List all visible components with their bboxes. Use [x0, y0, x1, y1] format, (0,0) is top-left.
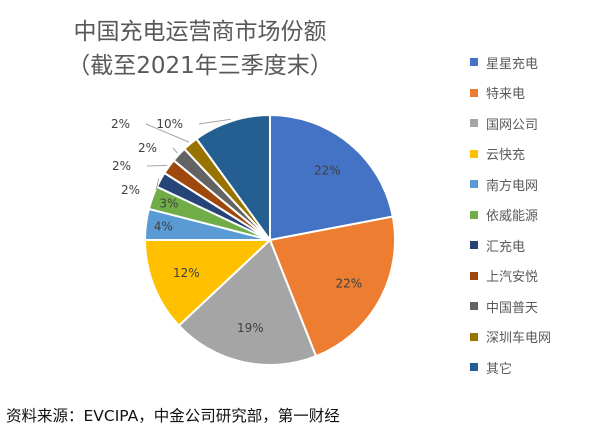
legend-swatch: [470, 363, 478, 371]
legend-label: 汇充电: [486, 239, 526, 255]
legend-item-9: 中国普天: [470, 296, 538, 316]
legend-label: 南方电网: [486, 178, 539, 194]
legend-item-5: 南方电网: [470, 174, 538, 194]
data-label-3: 19%: [237, 321, 264, 335]
legend-swatch: [470, 332, 478, 341]
pie-slice-3: [177, 238, 318, 366]
data-label-7: 2%: [121, 183, 140, 197]
data-label-8: 2%: [112, 159, 131, 173]
legend-label: 其它: [486, 361, 513, 377]
leader-line-10: [145, 123, 190, 143]
legend-item-11: 其它: [470, 357, 512, 377]
legend-label: 依威能源: [486, 209, 539, 224]
data-label-5: 4%: [154, 220, 173, 234]
legend-label: 云快充: [486, 148, 526, 163]
chart-subtitle: （截至2021年三季度末）: [67, 53, 333, 79]
legend-item-8: 上汽安悦: [470, 266, 538, 286]
pie-slice-1: [269, 113, 394, 242]
legend-swatch: [470, 180, 478, 188]
source-note: 资料来源：EVCIPA，中金公司研究部，第一财经: [6, 407, 340, 425]
data-label-9: 2%: [138, 141, 157, 155]
legend-swatch: [470, 210, 478, 219]
leader-line-11: [198, 118, 231, 125]
data-label-1: 22%: [314, 164, 341, 178]
legend-item-7: 汇充电: [470, 235, 525, 255]
legend-item-3: 国网公司: [470, 113, 538, 133]
data-label-11: 10%: [156, 117, 183, 131]
legend-swatch: [470, 88, 478, 97]
data-label-2: 22%: [336, 276, 363, 290]
legend-label: 特来电: [486, 87, 526, 102]
legend-swatch: [470, 241, 478, 249]
legend-item-2: 特来电: [470, 83, 525, 103]
legend-label: 国网公司: [486, 117, 539, 133]
leader-line-9: [172, 147, 178, 154]
pie-slice-2: [268, 215, 396, 358]
legend-swatch: [470, 302, 478, 310]
data-label-10: 2%: [111, 117, 130, 131]
legend-item-6: 依威能源: [470, 205, 538, 225]
legend-label: 上汽安悦: [486, 270, 539, 285]
chart-title: 中国充电运营商市场份额: [73, 19, 327, 45]
legend-item-10: 深圳车电网: [470, 327, 551, 347]
data-label-6: 3%: [159, 197, 178, 211]
leader-line-7: [155, 178, 160, 191]
legend-swatch: [470, 119, 478, 127]
pie-slice-11: [195, 113, 271, 244]
leader-line-8: [146, 164, 168, 167]
legend-label: 星星充电: [486, 56, 539, 72]
pie-slice-4: [143, 239, 273, 327]
legend-item-1: 星星充电: [470, 52, 538, 72]
legend-swatch: [470, 149, 478, 158]
legend-label: 深圳车电网: [486, 331, 552, 346]
legend-label: 中国普天: [486, 300, 539, 316]
legend-swatch: [470, 58, 478, 66]
legend-swatch: [470, 271, 478, 280]
legend-item-4: 云快充: [470, 144, 525, 164]
data-label-4: 12%: [173, 266, 200, 280]
